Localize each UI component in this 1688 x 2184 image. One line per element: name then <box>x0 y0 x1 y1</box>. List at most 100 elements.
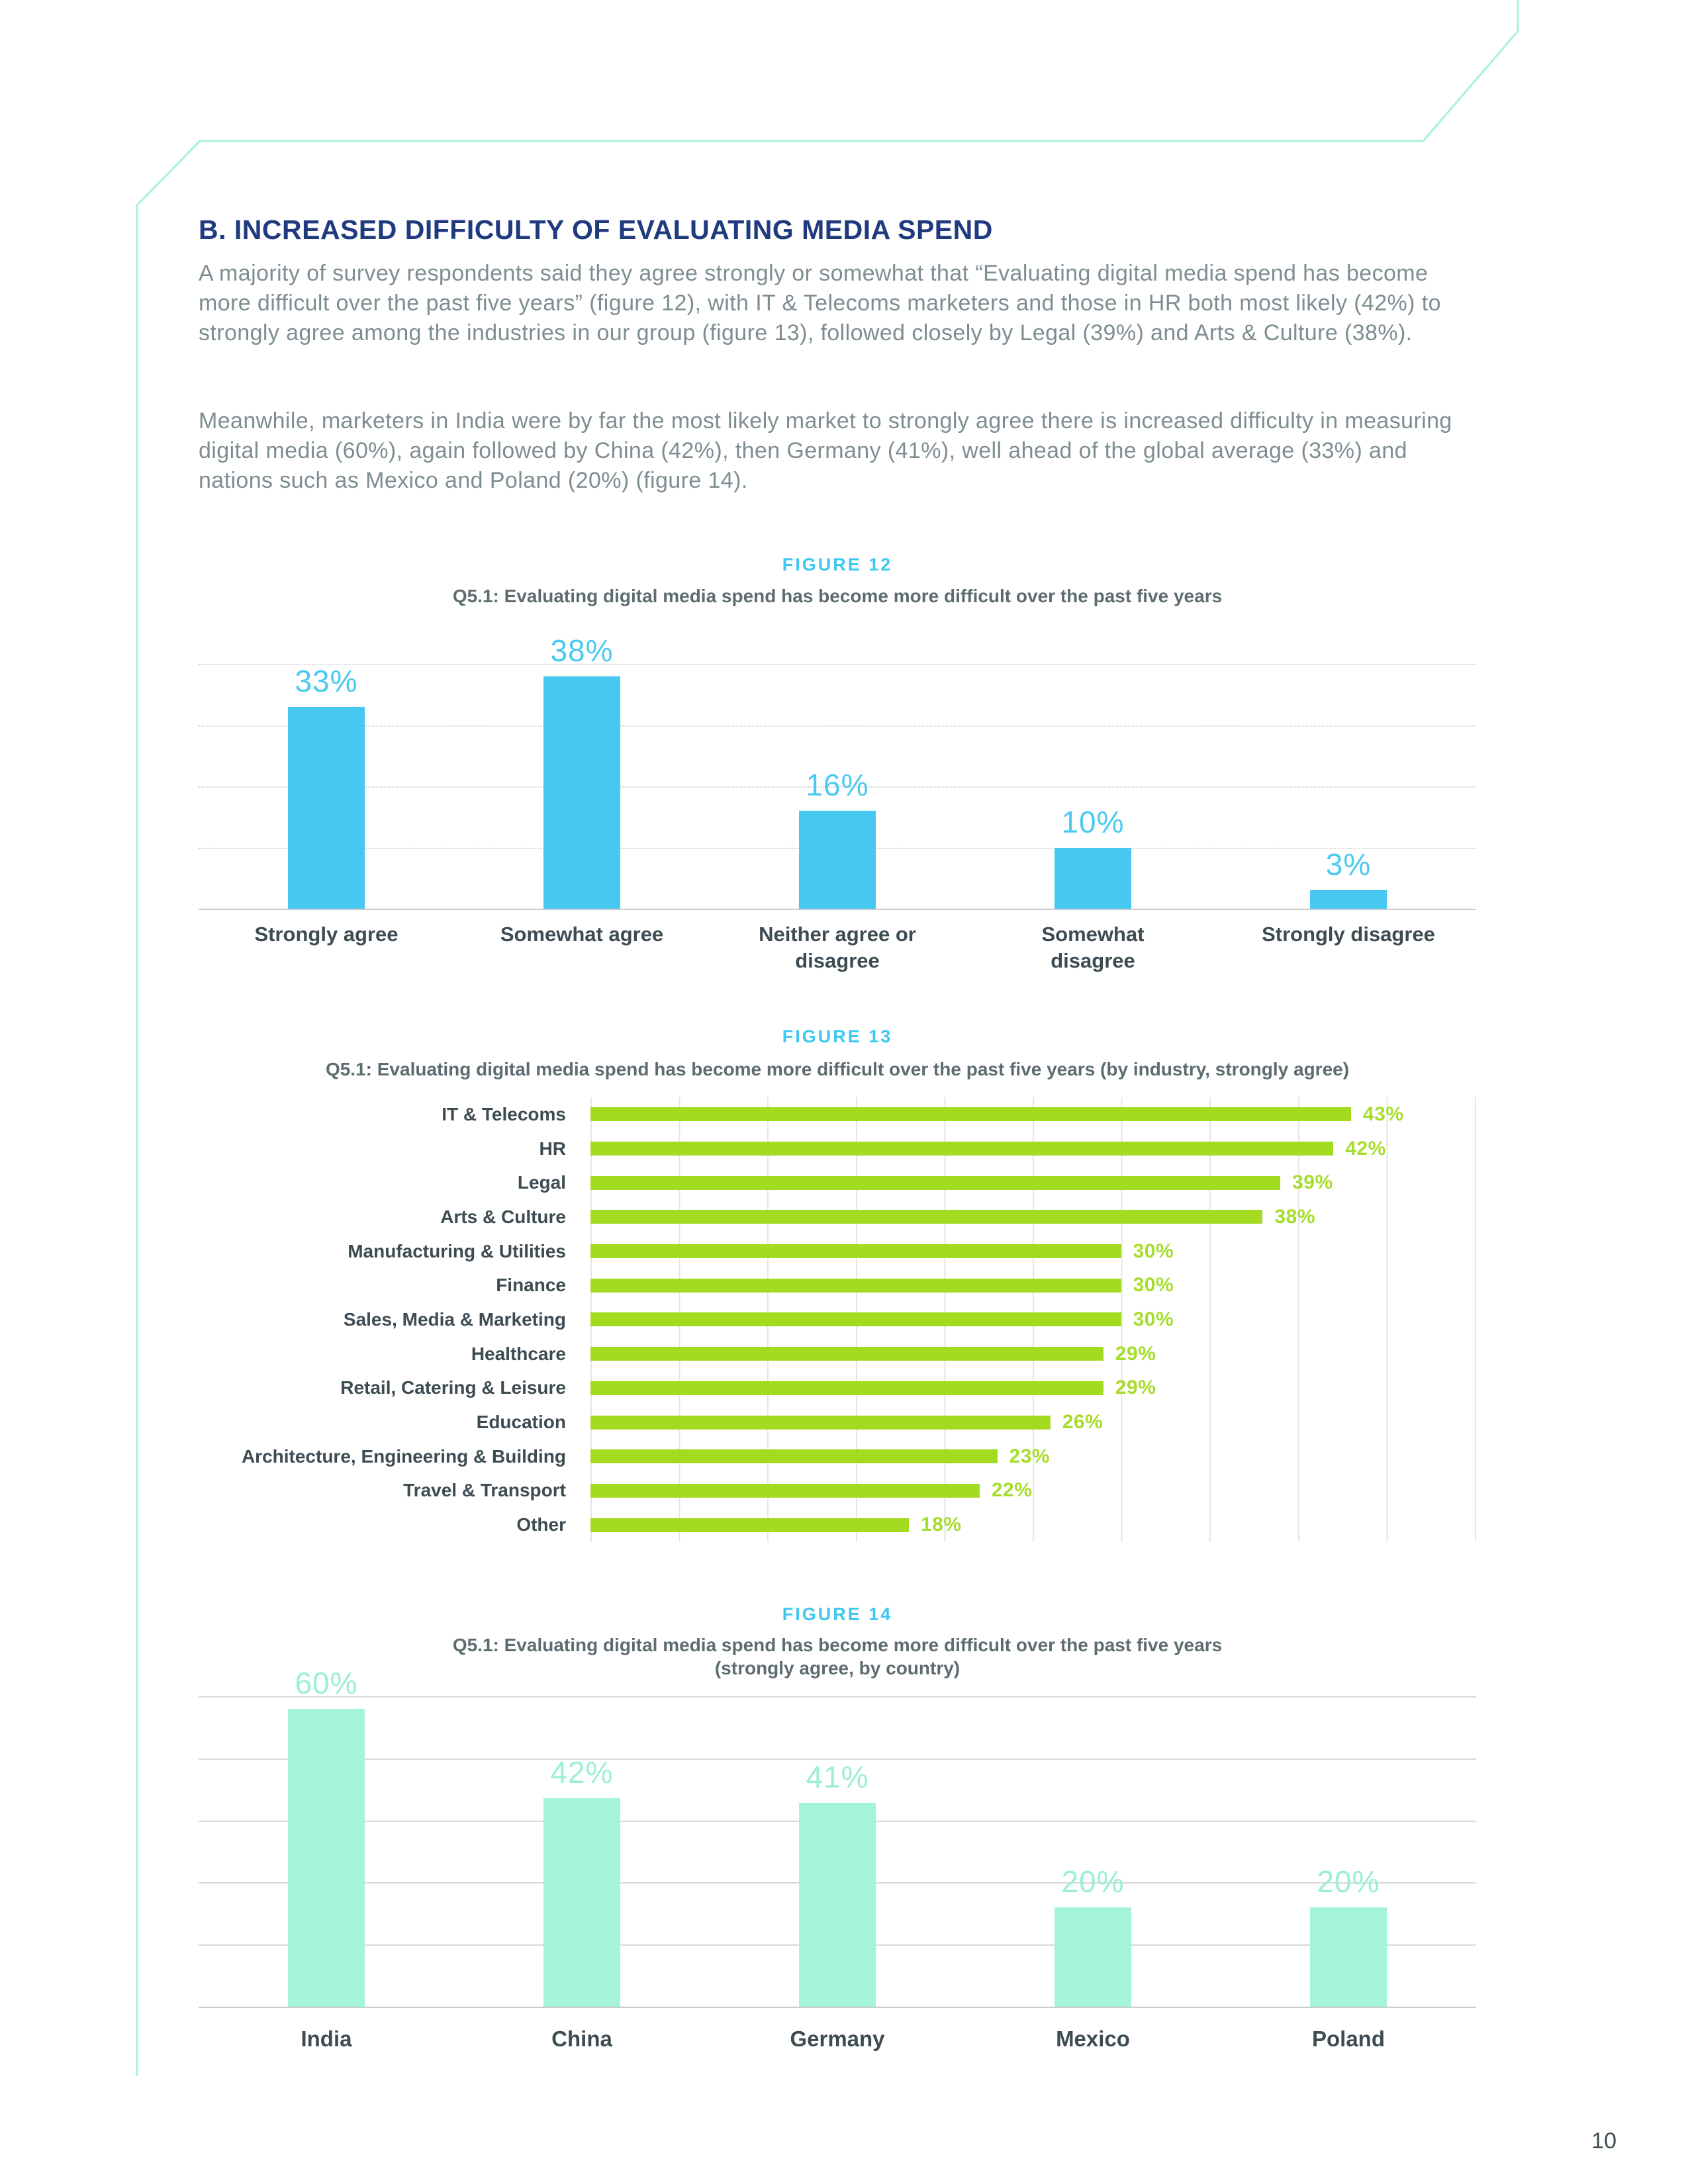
category-label: IT & Telecoms <box>442 1103 566 1124</box>
figure13-chart: IT & Telecoms 43% HR 42% Legal 39% Arts & Cult… <box>199 1097 1476 1542</box>
bar-value-label: 29% <box>1115 1377 1156 1399</box>
bar <box>590 1483 980 1498</box>
bar-value-label: 18% <box>920 1514 962 1536</box>
category-label: Germany <box>790 2026 885 2051</box>
bar-value-label: 3% <box>1325 847 1372 882</box>
bar <box>1055 847 1131 909</box>
bar-value-label: 30% <box>1133 1308 1174 1330</box>
bar-slot: 20% <box>965 1696 1221 2007</box>
gridline <box>199 1758 1476 1760</box>
figure12-title: Q5.1: Evaluating digital media spend has… <box>452 586 1223 606</box>
figure12-label: FIGURE 12 <box>782 555 893 574</box>
category-label: Strongly disagree <box>1262 923 1435 946</box>
bar-slot: 41% <box>710 1696 965 2007</box>
bar <box>543 676 620 909</box>
figure12-chart: 33% 38% 16% 10% 3% <box>199 633 1476 910</box>
category-label: Neither agree or disagree <box>759 923 916 972</box>
bar-row: Travel & Transport 22% <box>199 1474 1476 1508</box>
bar-row: Arts & Culture 38% <box>199 1200 1476 1234</box>
category-label: Somewhat disagree <box>1041 923 1145 972</box>
bar <box>799 811 876 909</box>
bar <box>1055 1907 1131 2007</box>
bar <box>288 706 365 909</box>
figure13-title: Q5.1: Evaluating digital media spend has… <box>325 1059 1350 1079</box>
bar-value-label: 42% <box>1345 1137 1386 1160</box>
figure14-label: FIGURE 14 <box>782 1604 893 1624</box>
figure14-chart: 60% 42% 41% 20% 20% <box>199 1666 1476 2008</box>
bar-value-label: 20% <box>1061 1864 1125 1899</box>
figure14-title: Q5.1: Evaluating digital media spend has… <box>452 1635 1223 1655</box>
bar-row: Finance 30% <box>199 1268 1476 1302</box>
category-label: Somewhat agree <box>500 923 664 946</box>
bar-value-label: 22% <box>991 1479 1033 1502</box>
category-label: Education <box>476 1412 566 1433</box>
bar-value-label: 16% <box>806 768 869 802</box>
figure14-categories: India China Germany Mexico Poland <box>199 2026 1476 2052</box>
bar-row: Legal 39% <box>199 1165 1476 1200</box>
category-label: Retail, Catering & Leisure <box>340 1377 566 1398</box>
bar-slot: 10% <box>965 664 1221 909</box>
category-label: Finance <box>496 1275 566 1296</box>
category-label: Mexico <box>1056 2026 1130 2051</box>
bar-value-label: 41% <box>806 1760 869 1795</box>
bar-value-label: 43% <box>1362 1103 1404 1125</box>
bar-row: HR 42% <box>199 1132 1476 1166</box>
figure12-categories: Strongly agree Somewhat agree Neither agre… <box>199 921 1476 974</box>
bar-value-label: 38% <box>1274 1205 1315 1228</box>
bar-value-label: 39% <box>1292 1171 1333 1194</box>
bar-value-label: 38% <box>550 633 614 668</box>
bar-row: Healthcare 29% <box>199 1337 1476 1371</box>
category-label: Strongly agree <box>254 923 399 946</box>
bar <box>590 1312 1121 1327</box>
bar-slots: 33% 38% 16% 10% 3% <box>199 633 1476 909</box>
category-label: Arts & Culture <box>440 1206 566 1227</box>
bar <box>590 1449 998 1464</box>
page-number: 10 <box>1591 2128 1617 2154</box>
bar-value-label: 30% <box>1133 1274 1174 1297</box>
category-label: Other <box>516 1514 566 1535</box>
bar <box>799 1803 876 2007</box>
bar <box>590 1278 1121 1293</box>
bar <box>590 1518 909 1532</box>
gridline <box>199 786 1476 788</box>
category-label: India <box>301 2026 352 2051</box>
category-label: HR <box>539 1138 566 1159</box>
gridline <box>199 725 1476 727</box>
bar-row: Other 18% <box>199 1508 1476 1542</box>
bar-row: Architecture, Engineering & Building 23% <box>199 1439 1476 1474</box>
category-label: Sales, Media & Marketing <box>343 1308 566 1330</box>
bar-slot: 42% <box>454 1696 710 2007</box>
section-heading: B. INCREASED DIFFICULTY OF EVALUATING ME… <box>199 214 993 245</box>
bar <box>590 1381 1103 1395</box>
bar <box>590 1142 1334 1156</box>
category-label: Manufacturing & Utilities <box>348 1240 566 1261</box>
bar-slots: 60% 42% 41% 20% 20% <box>199 1666 1476 2007</box>
bar <box>543 1797 620 2007</box>
bar <box>590 1175 1281 1190</box>
bar-value-label: 10% <box>1061 804 1125 839</box>
bar-slot: 38% <box>454 633 710 909</box>
bar-slot: 20% <box>1221 1696 1476 2007</box>
bar-value-label: 20% <box>1317 1864 1380 1899</box>
bar-slot: 3% <box>1221 664 1476 909</box>
gridline <box>199 1696 1476 1698</box>
bar-value-label: 26% <box>1062 1411 1103 1433</box>
body-paragraph-2: Meanwhile, marketers in India were by fa… <box>199 408 1452 493</box>
bar-slot: 33% <box>199 664 454 909</box>
bar-value-label: 29% <box>1115 1342 1156 1365</box>
bar-row: IT & Telecoms 43% <box>199 1097 1476 1132</box>
bar-value-label: 60% <box>295 1665 358 1700</box>
bar <box>1310 1907 1387 2007</box>
gridline <box>199 664 1476 665</box>
category-label: Travel & Transport <box>403 1480 566 1501</box>
bar-row: Sales, Media & Marketing 30% <box>199 1302 1476 1337</box>
bar <box>1310 890 1387 909</box>
bar <box>590 1107 1351 1122</box>
category-label: Poland <box>1311 2026 1385 2051</box>
bar <box>590 1210 1263 1224</box>
bar-value-label: 23% <box>1009 1445 1051 1467</box>
bar-rows: IT & Telecoms 43% HR 42% Legal 39% Arts & Cult… <box>199 1097 1476 1542</box>
bar-value-label: 33% <box>295 663 358 698</box>
